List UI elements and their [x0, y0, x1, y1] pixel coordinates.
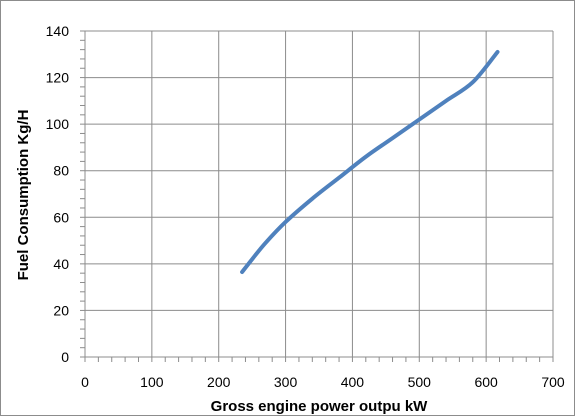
x-axis-title: Gross engine power outpu kW [211, 398, 429, 415]
x-tick-label-200: 200 [207, 374, 231, 390]
y-tick-label-40: 40 [53, 256, 69, 272]
y-tick-label-20: 20 [53, 302, 69, 318]
tick-labels: 0 100 200 300 400 500 600 700 0 20 40 60 80 100 120 140 [46, 23, 565, 390]
y-tick-label-0: 0 [61, 349, 69, 365]
y-tick-label-140: 140 [46, 23, 70, 39]
y-axis-title: Fuel Consumption Kg/H [15, 110, 32, 281]
x-tick-label-100: 100 [140, 374, 164, 390]
x-tick-label-400: 400 [341, 374, 365, 390]
series-line-0 [240, 49, 500, 275]
x-tick-label-300: 300 [274, 374, 298, 390]
x-tick-label-600: 600 [474, 374, 498, 390]
x-tick-label-700: 700 [541, 374, 565, 390]
y-tick-label-80: 80 [53, 163, 69, 179]
series-layer [240, 49, 500, 275]
y-tick-label-100: 100 [46, 116, 70, 132]
x-tick-label-500: 500 [408, 374, 432, 390]
y-tick-label-60: 60 [53, 209, 69, 225]
axes [80, 30, 554, 362]
x-tick-label-0: 0 [81, 374, 89, 390]
y-tick-label-120: 120 [46, 70, 70, 86]
